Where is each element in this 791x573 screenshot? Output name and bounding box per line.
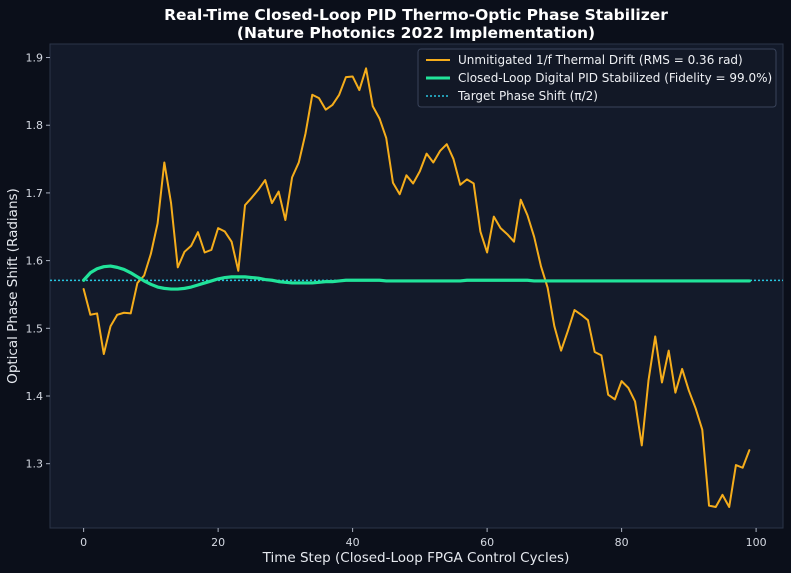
y-tick-label: 1.7 bbox=[26, 187, 44, 200]
chart-title-line-1: Real-Time Closed-Loop PID Thermo-Optic P… bbox=[164, 6, 668, 24]
x-tick-label: 40 bbox=[346, 536, 360, 549]
y-tick-label: 1.8 bbox=[26, 119, 44, 132]
legend-label-target: Target Phase Shift (π/2) bbox=[457, 89, 598, 103]
x-tick-label: 20 bbox=[211, 536, 225, 549]
y-tick-label: 1.3 bbox=[26, 458, 44, 471]
y-axis-label: Optical Phase Shift (Radians) bbox=[5, 188, 21, 384]
x-axis: 0 20 40 60 80 100 bbox=[80, 528, 767, 549]
x-axis-label: Time Step (Closed-Loop FPGA Control Cycl… bbox=[262, 550, 570, 566]
plot-area bbox=[49, 43, 784, 529]
chart-title-line-2: (Nature Photonics 2022 Implementation) bbox=[237, 24, 595, 42]
x-tick-label: 100 bbox=[746, 536, 767, 549]
x-tick-label: 0 bbox=[80, 536, 87, 549]
legend-label-drift: Unmitigated 1/f Thermal Drift (RMS = 0.3… bbox=[458, 53, 743, 67]
y-tick-label: 1.6 bbox=[26, 255, 44, 268]
y-tick-label: 1.9 bbox=[26, 52, 44, 65]
pid-series-line bbox=[82, 264, 751, 291]
legend-box bbox=[417, 48, 777, 108]
x-tick-label: 80 bbox=[615, 536, 629, 549]
y-tick-label: 1.5 bbox=[26, 322, 44, 335]
x-tick-label: 60 bbox=[480, 536, 494, 549]
legend-label-pid: Closed-Loop Digital PID Stabilized (Fide… bbox=[458, 71, 772, 85]
legend: Unmitigated 1/f Thermal Drift (RMS = 0.3… bbox=[417, 48, 777, 108]
series-layer bbox=[50, 67, 783, 509]
drift-series-line bbox=[82, 67, 751, 509]
y-axis: 1.3 1.4 1.5 1.6 1.7 1.8 1.9 bbox=[26, 52, 50, 471]
y-tick-label: 1.4 bbox=[26, 390, 44, 403]
